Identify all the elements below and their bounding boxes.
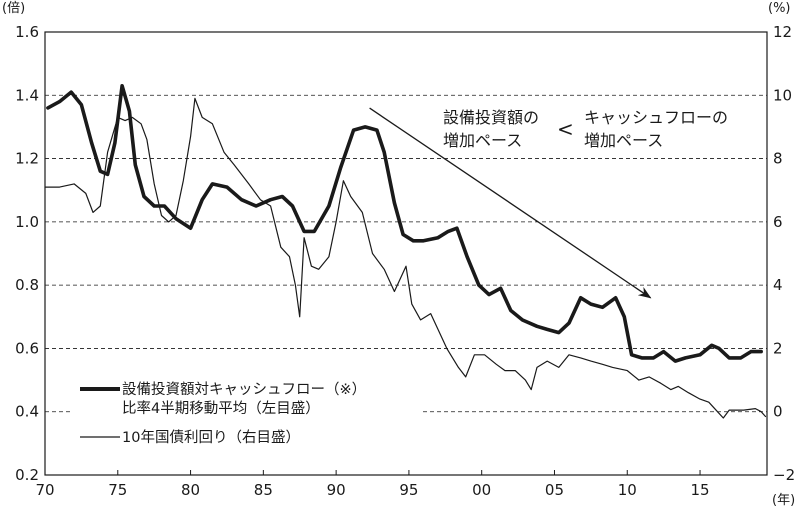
x-tick-label: 75 <box>108 481 127 499</box>
x-tick-label: 05 <box>545 481 564 499</box>
y-right-tick-label: 4 <box>773 276 783 294</box>
y-left-tick-label: 0.4 <box>15 403 39 421</box>
y-left-tick-label: 1.4 <box>15 86 39 104</box>
x-tick-labels: 70 75 80 85 90 95 00 05 10 15 <box>35 470 710 499</box>
annotation-line2-left: 増加ペース <box>443 131 522 150</box>
series-line-cf-ratio <box>46 84 763 363</box>
legend-label-jgb-yield: 10年国債利回り（右目盛） <box>122 429 300 446</box>
y-right-unit-label: (%) <box>768 1 791 16</box>
x-tick-label: 00 <box>472 481 491 499</box>
y-right-tick-labels: −2 0 2 4 6 8 10 12 <box>773 23 795 484</box>
plot-frame <box>44 31 768 476</box>
annotation-line1-left: 設備投資額の <box>443 108 539 127</box>
y-right-tick-label: −2 <box>773 466 795 484</box>
annotation-less-than: < <box>557 117 574 141</box>
x-tick-label: 95 <box>399 481 418 499</box>
x-unit-label: (年) <box>772 493 795 508</box>
x-tick-label: 80 <box>181 481 200 499</box>
y-left-tick-labels: 0.2 0.4 0.6 0.8 1.0 1.2 1.4 1.6 <box>15 23 39 484</box>
x-tick-label: 15 <box>690 481 709 499</box>
annotation-line1-right: キャッシュフローの <box>584 108 728 127</box>
legend-label-cf-ratio-line1: 設備投資額対キャッシュフロー（※） <box>122 381 366 398</box>
y-right-tick-label: 0 <box>773 403 783 421</box>
y-left-tick-label: 1.6 <box>15 23 39 41</box>
legend-label-cf-ratio-line2: 比率4半期移動平均（左目盛） <box>122 400 320 417</box>
series-layer <box>44 84 767 419</box>
y-right-tick-label: 6 <box>773 213 783 231</box>
x-tick-label: 10 <box>618 481 637 499</box>
y-left-tick-label: 0.6 <box>15 339 39 357</box>
annotation-line2-right: 増加ペース <box>584 131 663 150</box>
y-right-tick-label: 2 <box>773 339 783 357</box>
x-tick-label: 85 <box>254 481 273 499</box>
y-left-tick-label: 1.2 <box>15 150 39 168</box>
y-right-tick-label: 8 <box>773 150 783 168</box>
x-tick-label: 90 <box>327 481 346 499</box>
y-left-tick-label: 0.8 <box>15 276 39 294</box>
series-line-jgb-yield <box>44 97 767 419</box>
legend-background <box>72 370 422 458</box>
y-left-tick-label: 0.2 <box>15 466 39 484</box>
y-left-unit-label: (倍) <box>2 1 25 16</box>
annotation: 設備投資額の 増加ペース < キャッシュフローの 増加ペース <box>443 108 728 150</box>
y-right-tick-label: 12 <box>773 23 792 41</box>
x-tick-label: 70 <box>35 481 54 499</box>
trend-arrow <box>369 107 652 299</box>
y-left-tick-label: 1.0 <box>15 213 39 231</box>
y-right-tick-label: 10 <box>773 86 792 104</box>
